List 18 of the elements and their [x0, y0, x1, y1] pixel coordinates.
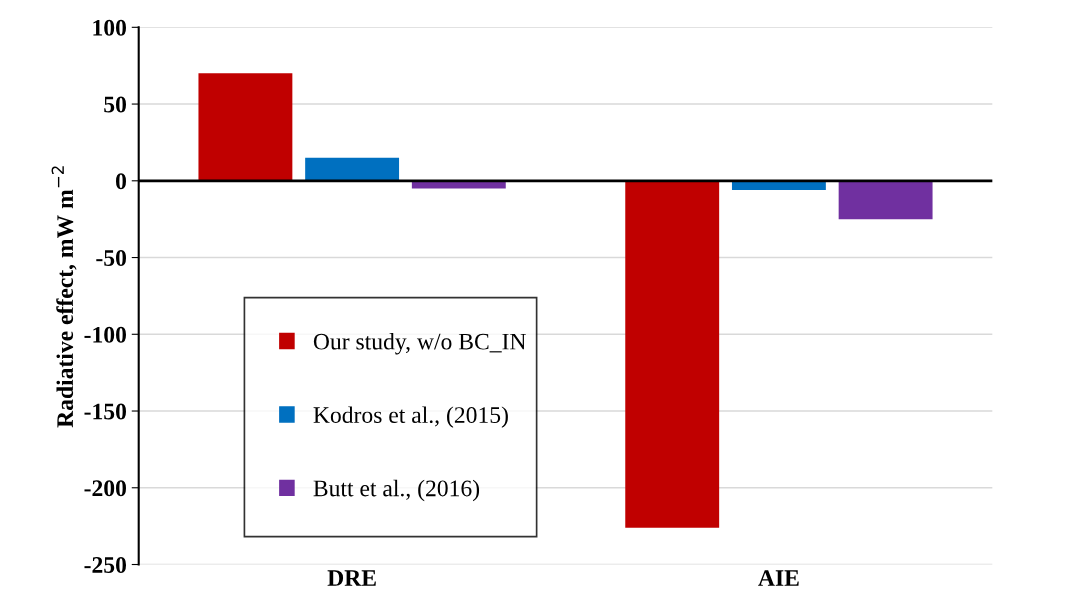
y-tick-label: -250 [84, 557, 127, 573]
legend-label: Butt et al., (2016) [313, 479, 480, 502]
y-tick-label: 0 [116, 173, 126, 190]
y-tick-label: 100 [93, 19, 126, 36]
y-tick-label: -150 [84, 403, 127, 420]
x-tick-label: DRE [327, 570, 376, 586]
bar [625, 180, 720, 528]
y-tick-label: -100 [84, 326, 127, 343]
y-axis-title: Radiative effect, mW m$^{−2}$ [51, 166, 77, 428]
legend-label: Kodros et al., (2015) [313, 406, 508, 428]
bar [838, 180, 933, 220]
y-tick-label: -50 [96, 250, 127, 266]
y-tick-label: 50 [104, 96, 126, 113]
legend-label: Our study, w/o BC_IN [313, 332, 526, 355]
bar [198, 73, 293, 181]
x-tick-label: AIE [758, 570, 799, 586]
bar [305, 157, 400, 181]
y-tick-label: -200 [84, 480, 127, 497]
